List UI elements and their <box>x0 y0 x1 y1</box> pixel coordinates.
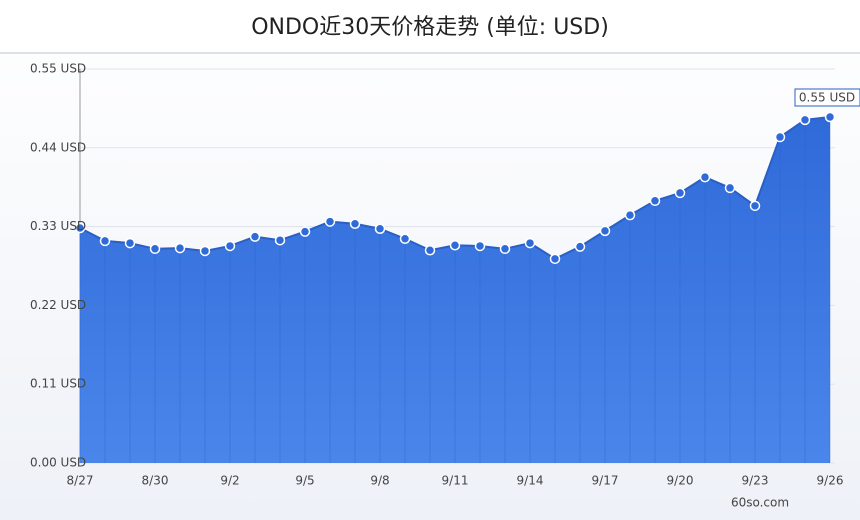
point <box>99 235 111 247</box>
y-tick-label: 0.00 USD <box>30 456 86 470</box>
x-tick-label: 9/23 <box>742 474 769 488</box>
point <box>349 218 361 229</box>
x-tick-label: 9/5 <box>295 474 314 488</box>
point <box>774 131 786 143</box>
y-tick-label: 0.11 USD <box>30 377 86 391</box>
point <box>524 237 536 249</box>
point <box>374 223 386 234</box>
x-tick-label: 9/26 <box>817 474 844 488</box>
point <box>699 171 711 183</box>
point <box>174 242 186 254</box>
point <box>549 253 561 265</box>
y-tick-label: 0.33 USD <box>30 219 86 233</box>
y-tick-label: 0.22 USD <box>30 298 86 312</box>
annotation-box <box>794 88 860 107</box>
point <box>199 245 211 257</box>
point <box>399 233 411 245</box>
annotation: 0.55 USD <box>799 90 855 104</box>
y-tick-label: 0.44 USD <box>30 140 86 154</box>
x-tick-label: 9/11 <box>442 474 469 488</box>
point <box>324 216 336 227</box>
x-tick-label: 9/17 <box>592 474 619 488</box>
point <box>624 209 636 221</box>
watermark: 60so.com <box>731 496 789 510</box>
x-tick-label: 8/30 <box>142 474 169 488</box>
point <box>149 243 161 255</box>
point <box>299 226 311 237</box>
point <box>274 234 286 246</box>
x-tick-label: 9/8 <box>370 474 389 488</box>
point <box>74 222 86 234</box>
point <box>824 111 836 123</box>
point <box>724 182 736 194</box>
point <box>574 241 586 252</box>
area <box>80 116 830 463</box>
point <box>424 244 436 256</box>
chart-title: ONDO近30天价格走势 (单位: USD) <box>251 15 609 40</box>
point <box>249 231 261 242</box>
y-tick-label: 0.55 USD <box>30 62 86 76</box>
point <box>124 237 136 249</box>
point <box>799 114 811 126</box>
point <box>449 239 461 251</box>
x-tick-label: 8/27 <box>67 474 94 488</box>
x-tick-label: 9/20 <box>667 474 694 488</box>
point <box>499 243 511 255</box>
point <box>674 187 686 199</box>
point <box>474 240 486 252</box>
point <box>599 225 611 237</box>
point <box>649 195 661 207</box>
title-bar <box>0 0 860 52</box>
point <box>224 240 236 252</box>
x-tick-label: 9/14 <box>517 474 544 488</box>
point <box>749 200 761 212</box>
x-tick-label: 9/2 <box>220 474 239 488</box>
